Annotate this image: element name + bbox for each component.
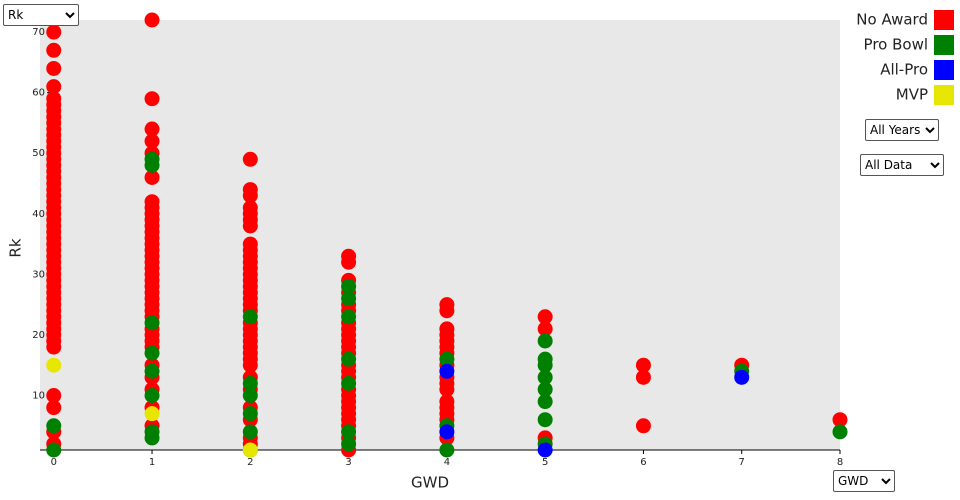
point [144, 363, 160, 379]
point [144, 12, 160, 28]
point [341, 375, 357, 391]
point [144, 169, 160, 185]
point [439, 442, 455, 458]
point [46, 442, 62, 458]
point [242, 375, 258, 391]
point [46, 79, 62, 95]
y-tick-label: 20 [32, 330, 45, 341]
point [341, 291, 357, 307]
point [242, 406, 258, 422]
y-tick-label: 70 [32, 27, 45, 38]
legend-label: No Award [856, 11, 928, 29]
point [537, 321, 553, 337]
x-tick-label: 7 [739, 457, 745, 468]
point [832, 412, 848, 428]
point [46, 387, 62, 403]
point [341, 424, 357, 440]
year-select[interactable]: All Years [865, 119, 939, 141]
x-tick-label: 5 [542, 457, 548, 468]
point [144, 151, 160, 167]
x-tick-label: 6 [640, 457, 646, 468]
y-tick-label: 40 [32, 209, 45, 220]
y-tick-label: 60 [32, 88, 45, 99]
x-tick-label: 3 [345, 457, 351, 468]
point [242, 151, 258, 167]
point [242, 309, 258, 325]
point [46, 91, 62, 107]
point [242, 424, 258, 440]
point [341, 278, 357, 294]
legend-swatch [934, 85, 954, 105]
x-tick-label: 1 [149, 457, 155, 468]
y-axis-select[interactable]: Rk [3, 4, 79, 26]
point [46, 418, 62, 434]
point [635, 357, 651, 373]
point [439, 363, 455, 379]
point [144, 121, 160, 137]
point [341, 436, 357, 452]
point [242, 387, 258, 403]
x-tick-label: 8 [837, 457, 843, 468]
point [537, 309, 553, 325]
point [46, 24, 62, 40]
legend-label: MVP [896, 86, 928, 104]
point [439, 351, 455, 367]
point [537, 412, 553, 428]
point [242, 442, 258, 458]
legend-label: All-Pro [880, 61, 928, 79]
point [341, 309, 357, 325]
point [341, 248, 357, 264]
point [734, 369, 750, 385]
y-tick-label: 10 [32, 390, 45, 401]
point [144, 387, 160, 403]
point [144, 133, 160, 149]
point [341, 351, 357, 367]
point [439, 424, 455, 440]
point [144, 91, 160, 107]
x-axis-label: GWD [411, 474, 449, 492]
data-select[interactable]: All Data [860, 154, 944, 176]
point [537, 351, 553, 367]
point [537, 369, 553, 385]
point [46, 60, 62, 76]
point [242, 182, 258, 198]
y-tick-label: 50 [32, 148, 45, 159]
point [144, 406, 160, 422]
point [46, 400, 62, 416]
point [439, 297, 455, 313]
point [537, 381, 553, 397]
legend-label: Pro Bowl [864, 36, 928, 54]
x-tick-label: 0 [51, 457, 57, 468]
legend-swatch [934, 10, 954, 30]
point [144, 315, 160, 331]
y-tick-label: 30 [32, 269, 45, 280]
x-tick-label: 2 [247, 457, 253, 468]
point [242, 200, 258, 216]
x-axis-select[interactable]: GWD [833, 470, 895, 492]
point [144, 424, 160, 440]
point [439, 394, 455, 410]
point [242, 236, 258, 252]
point [635, 418, 651, 434]
point [832, 424, 848, 440]
point [537, 394, 553, 410]
point [439, 321, 455, 337]
y-axis-label: Rk [7, 238, 25, 257]
legend-swatch [934, 35, 954, 55]
legend-swatch [934, 60, 954, 80]
point [537, 442, 553, 458]
point [46, 357, 62, 373]
point [537, 333, 553, 349]
point [144, 345, 160, 361]
point [635, 369, 651, 385]
point [46, 42, 62, 58]
x-tick-label: 4 [444, 457, 450, 468]
point [144, 194, 160, 210]
